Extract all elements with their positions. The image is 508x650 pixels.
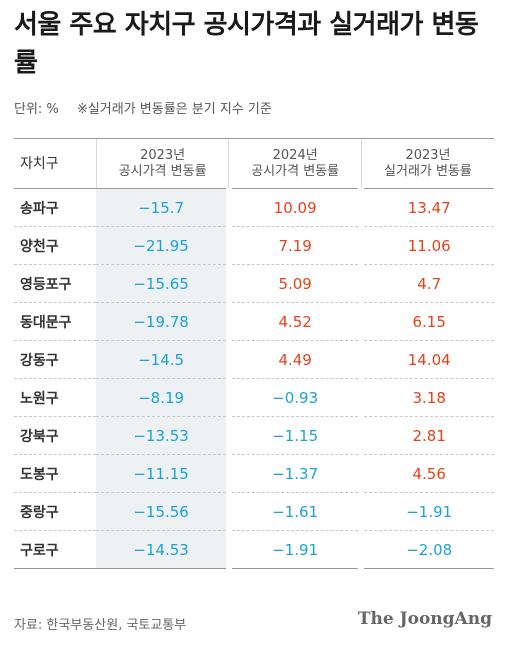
table-body: 송파구 −15.7 10.09 13.47 양천구 −21.95 7.19 11.06 영등포구…: [14, 188, 494, 569]
value-cell: −0.93: [225, 378, 362, 417]
header-col-2-year: 2024년: [272, 147, 318, 163]
district-name: 도봉구: [14, 454, 97, 493]
value-cell: 3.18: [358, 378, 494, 417]
district-name: 강동구: [14, 340, 97, 379]
district-name: 송파구: [14, 188, 97, 227]
value-cell: −14.53: [96, 530, 229, 569]
header-col-3: 2023년 실거래가 변동률: [360, 138, 494, 189]
district-name: 양천구: [14, 226, 97, 265]
value-cell: −21.95: [96, 226, 229, 265]
header-col-1: 2023년 공시가격 변동률: [95, 138, 229, 189]
table-header-row: 자치구 2023년 공시가격 변동률 2024년 공시가격 변동률 2023년 …: [14, 138, 494, 189]
table-row: 동대문구 −19.78 4.52 6.15: [14, 302, 494, 341]
value-cell: 11.06: [358, 226, 494, 265]
value-cell: 6.15: [358, 302, 494, 341]
table-row: 노원구 −8.19 −0.93 3.18: [14, 378, 494, 417]
value-cell: 4.49: [225, 340, 362, 379]
table-row: 강동구 −14.5 4.49 14.04: [14, 340, 494, 379]
value-cell: −15.56: [96, 492, 229, 531]
district-name: 구로구: [14, 530, 97, 569]
value-cell: −1.61: [225, 492, 362, 531]
district-name: 동대문구: [14, 302, 97, 341]
value-cell: 2.81: [358, 416, 494, 455]
table-row: 영등포구 −15.65 5.09 4.7: [14, 264, 494, 303]
district-name: 강북구: [14, 416, 97, 455]
header-district: 자치구: [14, 138, 97, 189]
value-cell: 13.47: [358, 188, 494, 227]
table-row: 도봉구 −11.15 −1.37 4.56: [14, 454, 494, 493]
header-col-2: 2024년 공시가격 변동률: [228, 138, 362, 189]
value-cell: 7.19: [225, 226, 362, 265]
unit-label: 단위: %: [14, 102, 59, 117]
district-name: 영등포구: [14, 264, 97, 303]
value-cell: 4.56: [358, 454, 494, 493]
value-cell: −2.08: [358, 530, 494, 569]
table-row: 송파구 −15.7 10.09 13.47: [14, 188, 494, 227]
page-title: 서울 주요 자치구 공시가격과 실거래가 변동률: [14, 10, 479, 78]
header-col-3-label: 실거래가 변동률: [384, 163, 472, 179]
header-col-1-year: 2023년: [140, 147, 186, 163]
value-cell: −19.78: [96, 302, 229, 341]
value-cell: −1.15: [225, 416, 362, 455]
unit-note: ※실거래가 변동률은 분기 지수 기준: [76, 102, 272, 117]
value-cell: 10.09: [225, 188, 362, 227]
table-row: 양천구 −21.95 7.19 11.06: [14, 226, 494, 265]
value-cell: 14.04: [358, 340, 494, 379]
value-cell: −11.15: [96, 454, 229, 493]
source-note: 자료: 한국부동산원, 국토교통부: [14, 618, 187, 633]
district-name: 중랑구: [14, 492, 97, 531]
data-table: 자치구 2023년 공시가격 변동률 2024년 공시가격 변동률 2023년 …: [14, 138, 494, 569]
table-row: 구로구 −14.53 −1.91 −2.08: [14, 530, 494, 569]
header-col-1-label: 공시가격 변동률: [118, 163, 207, 179]
value-cell: −13.53: [96, 416, 229, 455]
value-cell: −15.7: [96, 188, 229, 227]
value-cell: 4.52: [225, 302, 362, 341]
value-cell: 4.7: [358, 264, 494, 303]
header-col-3-year: 2023년: [405, 147, 451, 163]
value-cell: 5.09: [225, 264, 362, 303]
value-cell: −15.65: [96, 264, 229, 303]
value-cell: −1.37: [225, 454, 362, 493]
value-cell: −14.5: [96, 340, 229, 379]
publisher-logo: The JoongAng: [357, 609, 492, 629]
district-name: 노원구: [14, 378, 97, 417]
table-row: 강북구 −13.53 −1.15 2.81: [14, 416, 494, 455]
value-cell: −1.91: [358, 492, 494, 531]
table-row: 중랑구 −15.56 −1.61 −1.91: [14, 492, 494, 531]
unit-line: 단위: % ※실거래가 변동률은 분기 지수 기준: [14, 98, 272, 117]
header-col-2-label: 공시가격 변동률: [251, 163, 340, 179]
value-cell: −1.91: [225, 530, 362, 569]
value-cell: −8.19: [96, 378, 229, 417]
